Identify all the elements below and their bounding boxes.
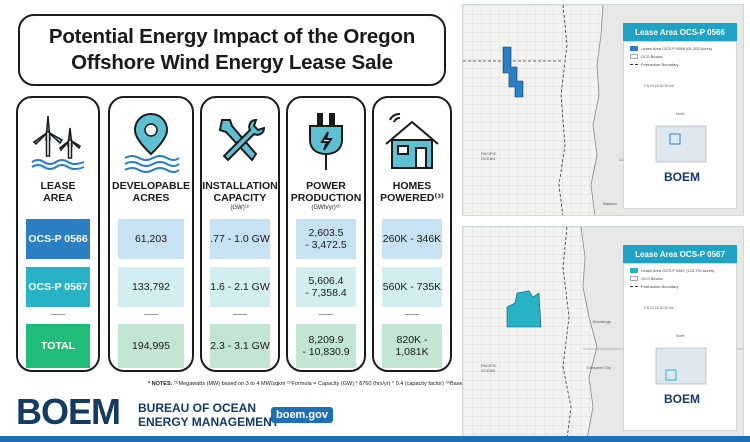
divider: [319, 314, 333, 315]
map-0566-legend-panel: Lease Area OCS-P 0566 (61,203 Acres) OCS…: [623, 41, 737, 209]
acres-0566: 61,203: [118, 219, 184, 259]
map-0566-boem-logo: BOEM: [664, 170, 700, 184]
legend-ocs-blocks: OCS Blocks: [630, 54, 663, 59]
north-arrow-icon: North: [676, 334, 685, 338]
map-ocs-p-0566: Florence Reedsport Coos Bay Bandon PACIF…: [462, 4, 744, 216]
homes-column: HOMES POWERED⁽³⁾ 260K - 346K 560K - 735K …: [372, 96, 452, 372]
lease-ocs-p-0567: OCS-P 0567: [26, 267, 90, 307]
acres-0567: 133,792: [118, 267, 184, 307]
smart-home-icon: [374, 110, 450, 174]
power-0566: 2,603.5- 3,472.5: [296, 219, 356, 259]
boem-wordmark: BOEM: [16, 391, 121, 432]
title-line-1: Potential Energy Impact of the Oregon: [48, 25, 416, 48]
footnotes: * NOTES: ⁽¹⁾Megawatts (MW) based on 3 to…: [148, 381, 529, 387]
ocean-label: PACIFIC OCEAN: [481, 363, 497, 373]
boem-url-link[interactable]: boem.gov: [271, 407, 333, 423]
map-0567-title: Lease Area OCS-P 0567: [623, 245, 737, 263]
map-0566-title: Lease Area OCS-P 0566: [623, 23, 737, 41]
title-line-2: Offshore Wind Energy Lease Sale: [71, 51, 393, 74]
lease-total: TOTAL: [26, 324, 90, 368]
legend-lease-area: Lease Area OCS-P 0566 (61,203 Acres): [630, 46, 712, 51]
boem-logo: BOEM BUREAU OF OCEAN ENERGY MANAGEMENT b…: [16, 391, 333, 433]
divider: [405, 314, 419, 315]
capacity-0567: 1.6 - 2.1 GW: [210, 267, 270, 307]
oregon-inset-map: [655, 125, 707, 163]
scale-bar: 0 5 10 15 20 30 km: [644, 84, 674, 88]
power-header: POWER PRODUCTION (GWh/yr)⁽²⁾: [290, 180, 362, 211]
acres-total: 194,995: [118, 324, 184, 368]
power-plug-icon: [288, 110, 364, 174]
acres-column: DEVELOPABLE ACRES 61,203 133,792 194,995: [108, 96, 194, 372]
legend-protraction: Protraction Boundary: [630, 62, 679, 67]
capacity-header: INSTALLATION CAPACITY (GW)⁽¹⁾: [202, 180, 278, 211]
tools-icon: [202, 110, 278, 174]
lease-area-column: LEASE AREA OCS-P 0566 OCS-P 0567 TOTAL: [16, 96, 100, 372]
homes-total: 820K - 1,081K: [382, 324, 442, 368]
legend-protraction: Protraction Boundary: [630, 284, 679, 289]
lease-area-0566-shape: [502, 46, 524, 98]
capacity-0566: .77 - 1.0 GW: [210, 219, 270, 259]
bureau-name: BUREAU OF OCEAN ENERGY MANAGEMENT: [138, 401, 280, 429]
power-0567: 5,606.4- 7,358.4: [296, 267, 356, 307]
place-brookings: Brookings: [593, 319, 611, 324]
map-0567-boem-logo: BOEM: [664, 392, 700, 406]
map-ocs-p-0567: Brookings Crescent City Oregon Californi…: [462, 226, 744, 438]
wind-turbine-icon: [18, 110, 98, 174]
capacity-total: 2.3 - 3.1 GW: [210, 324, 270, 368]
capacity-column: INSTALLATION CAPACITY (GW)⁽¹⁾ .77 - 1.0 G…: [200, 96, 280, 372]
north-arrow-icon: North: [676, 112, 685, 116]
homes-0566: 260K - 346K: [382, 219, 442, 259]
bottom-accent-bar: [0, 436, 750, 442]
lease-ocs-p-0566: OCS-P 0566: [26, 219, 90, 259]
map-0567-legend-panel: Lease Area OCS-P 0567 (133,792 Acres) OC…: [623, 263, 737, 431]
divider: [144, 314, 158, 315]
ocean-label: PACIFIC OCEAN: [481, 151, 497, 161]
lease-area-header: LEASE AREA: [40, 180, 76, 204]
lease-area-0567-shape: [506, 290, 542, 328]
acres-header: DEVELOPABLE ACRES: [112, 180, 190, 204]
scale-bar: 0 5 10 15 20 30 km: [644, 306, 674, 310]
legend-lease-area: Lease Area OCS-P 0567 (133,792 Acres): [630, 268, 714, 273]
place-crescent-city: Crescent City: [587, 365, 612, 370]
divider: [233, 314, 247, 315]
location-pin-icon: [110, 110, 192, 174]
title-box: Potential Energy Impact of the Oregon Of…: [18, 14, 446, 86]
place-bandon: Bandon: [603, 201, 617, 206]
homes-header: HOMES POWERED⁽³⁾: [380, 180, 444, 204]
oregon-inset-map: [655, 347, 707, 385]
power-column: POWER PRODUCTION (GWh/yr)⁽²⁾ 2,603.5- 3,4…: [286, 96, 366, 372]
power-total: 8,209.9- 10,830.9: [296, 324, 356, 368]
legend-ocs-blocks: OCS Blocks: [630, 276, 663, 281]
divider: [51, 314, 65, 315]
homes-0567: 560K - 735K: [382, 267, 442, 307]
